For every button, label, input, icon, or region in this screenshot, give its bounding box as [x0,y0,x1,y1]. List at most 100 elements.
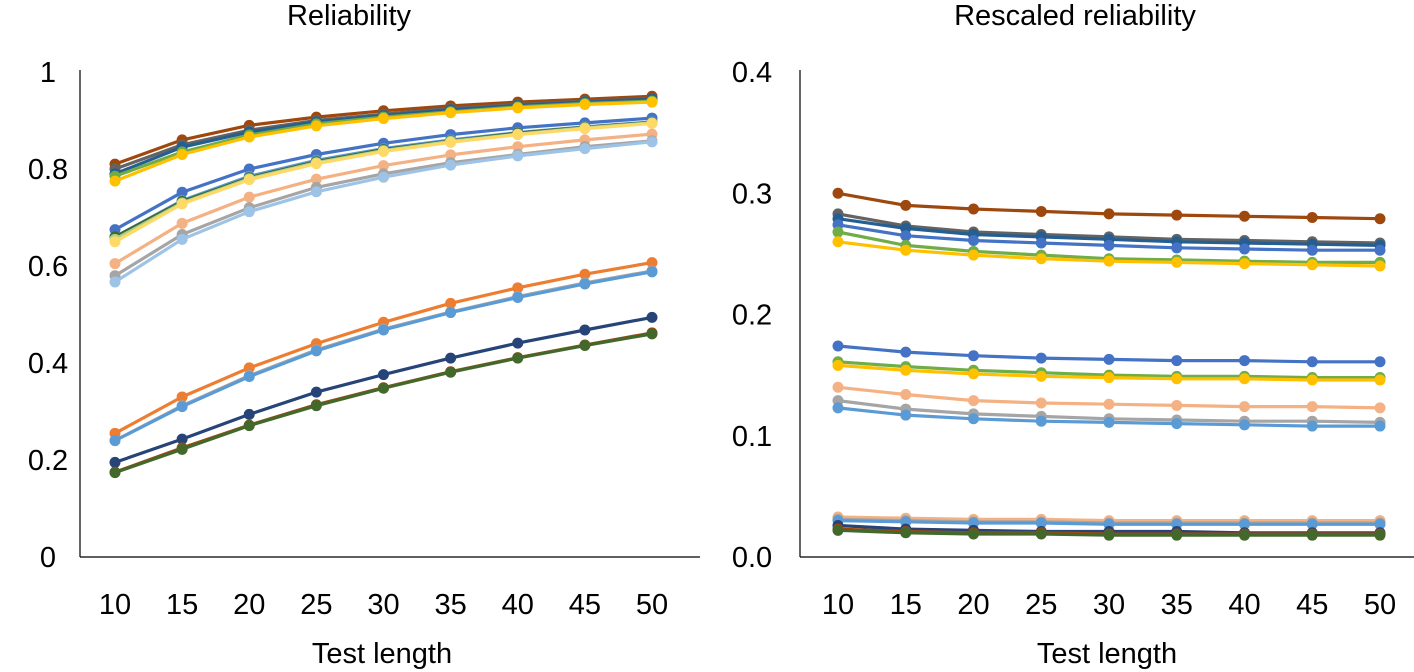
data-point [176,443,188,455]
series-line [114,270,653,443]
data-point [1171,418,1183,430]
data-point [310,158,322,170]
data-point [900,389,912,401]
x-tick-label: 30 [367,589,399,621]
data-point [1035,415,1047,427]
data-point [1374,374,1386,386]
data-point [1171,373,1183,385]
data-point [1306,529,1318,541]
data-point [1239,529,1250,541]
data-point [646,257,658,269]
data-point [445,307,457,319]
data-point [243,174,255,186]
y-tick-label: 0.2 [28,445,68,477]
y-tick-label: 0 [40,542,56,574]
data-point [310,173,322,185]
data-point [832,340,844,352]
x-tick-label: 15 [166,589,198,621]
data-point [1035,528,1047,540]
data-point [445,107,457,119]
data-point [310,400,322,412]
data-point [243,420,255,432]
x-tick-label: 45 [569,589,601,621]
x-tick-label: 25 [300,589,332,621]
data-point [109,276,121,288]
data-point [310,345,322,357]
y-tick-label: 0.4 [732,57,772,89]
x-tick-label: 50 [636,589,668,621]
data-point [1239,210,1250,222]
data-point [900,409,912,421]
data-point [832,359,844,371]
data-point [512,141,524,153]
data-point [646,117,658,129]
data-point [176,433,188,445]
y-tick-label: 0.6 [28,251,68,283]
data-point [176,198,188,210]
data-point [1103,208,1115,220]
data-point [1239,373,1250,385]
x-tick-label: 30 [1093,589,1125,621]
data-point [445,366,457,378]
data-point [832,381,844,393]
data-point [445,297,457,309]
data-point [1171,529,1183,541]
data-point [1306,212,1318,223]
data-point [832,187,844,199]
data-point [1239,518,1250,530]
x-axis-label: Test length [312,638,452,670]
data-point [900,244,912,256]
data-point [1035,237,1047,249]
x-tick-label: 40 [1228,589,1260,621]
y-tick-label: 0.2 [732,300,772,332]
data-point [1239,355,1250,367]
data-point [1306,518,1318,530]
data-point [1306,420,1318,432]
data-point [512,150,524,162]
data-point [1374,356,1386,368]
data-point [1239,243,1250,255]
data-point [1306,244,1318,256]
data-point [445,136,457,148]
data-point [579,98,591,110]
data-point [445,149,457,161]
data-point [968,395,979,407]
data-point [1374,260,1386,272]
data-point [1103,255,1115,267]
data-point [176,217,188,229]
data-point [646,136,658,148]
x-tick-label: 25 [1025,589,1057,621]
data-point [109,236,121,248]
data-point [243,371,255,383]
data-point [378,171,389,183]
data-point [512,129,524,141]
x-tick-label: 50 [1364,589,1396,621]
chart-title: Rescaled reliability [954,0,1196,32]
data-point [176,401,188,413]
data-point [968,413,979,425]
data-point [900,199,912,211]
data-point [1171,355,1183,367]
data-point [310,120,322,132]
data-point [646,328,658,340]
data-point [1239,258,1250,270]
data-point [1239,401,1250,413]
data-point [968,249,979,261]
data-point [900,527,912,539]
data-point [968,203,979,215]
data-point [832,236,844,248]
x-tick-label: 35 [434,589,466,621]
data-point [1035,517,1047,529]
data-point [378,382,389,394]
data-point [176,148,188,160]
data-point [1035,397,1047,409]
data-point [378,369,389,381]
data-point [832,226,844,238]
data-point [1306,401,1318,413]
data-point [646,96,658,108]
data-point [310,386,322,398]
data-point [512,102,524,114]
data-point [1171,256,1183,268]
data-point [1306,259,1318,271]
